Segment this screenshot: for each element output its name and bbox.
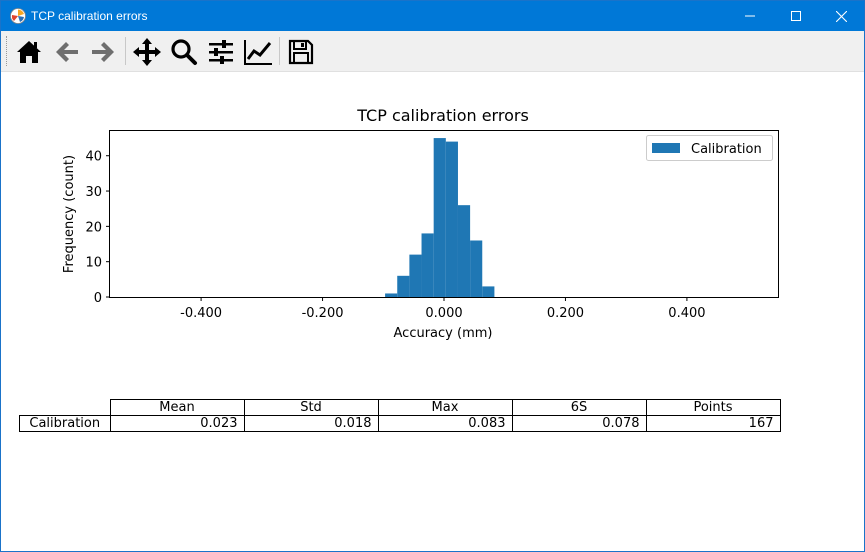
legend: Calibration bbox=[646, 135, 773, 161]
column-header: Mean bbox=[109, 399, 245, 416]
close-icon bbox=[835, 10, 847, 22]
column-header: Points bbox=[645, 399, 781, 416]
customize-icon bbox=[244, 40, 272, 65]
x-tick-label: 0.200 bbox=[547, 306, 584, 321]
histogram-bar bbox=[397, 275, 410, 297]
minimize-icon bbox=[745, 15, 755, 17]
std-cell: 0.018 bbox=[243, 415, 379, 432]
forward-button[interactable] bbox=[87, 36, 119, 68]
subplots-icon bbox=[209, 40, 233, 64]
x-tick-label: -0.200 bbox=[302, 306, 344, 321]
x-tick-label: 0.000 bbox=[425, 306, 462, 321]
subplots-button[interactable] bbox=[205, 36, 237, 68]
title-bar[interactable]: TCP calibration errors bbox=[1, 1, 864, 31]
y-tick-label: 30 bbox=[85, 185, 102, 200]
x-tick-label: -0.400 bbox=[180, 306, 222, 321]
column-header: Max bbox=[377, 399, 513, 416]
y-tick-label: 20 bbox=[85, 220, 102, 235]
max-cell: 0.083 bbox=[377, 415, 513, 432]
histogram-bar bbox=[457, 205, 471, 297]
histogram-bar bbox=[433, 138, 446, 297]
column-header: Std bbox=[243, 399, 379, 416]
legend-entry-calibration: Calibration bbox=[691, 142, 762, 157]
y-tick-label: 40 bbox=[85, 150, 102, 165]
column-header: 6S bbox=[511, 399, 647, 416]
x-tick-label: 0.400 bbox=[668, 306, 705, 321]
back-button[interactable] bbox=[51, 36, 83, 68]
pan-button[interactable] bbox=[131, 36, 163, 68]
histogram-chart[interactable]: TCP calibration errors -0.400 -0.200 0.000… bbox=[1, 72, 864, 392]
y-tick-label: 0 bbox=[94, 291, 102, 306]
save-button[interactable] bbox=[285, 36, 317, 68]
histogram-bar bbox=[409, 254, 422, 297]
pan-icon bbox=[133, 38, 161, 66]
zoom-icon bbox=[171, 39, 197, 65]
window-title: TCP calibration errors bbox=[31, 9, 148, 23]
histogram-bar bbox=[421, 233, 434, 297]
statistics-table: Mean Std Max 6S Points Calibration 0.023… bbox=[19, 399, 781, 432]
legend-frame bbox=[646, 135, 773, 161]
toolbar-separator bbox=[125, 37, 126, 65]
y-axis-label: Frequency (count) bbox=[62, 155, 77, 273]
histogram-bar bbox=[482, 286, 495, 297]
mean-cell: 0.023 bbox=[109, 415, 245, 432]
minimize-button[interactable] bbox=[727, 1, 773, 31]
figure-canvas[interactable]: TCP calibration errors -0.400 -0.200 0.000… bbox=[1, 72, 864, 551]
histogram-bar bbox=[385, 293, 398, 297]
table-header-row: Mean Std Max 6S Points bbox=[20, 399, 781, 416]
row-label: Calibration bbox=[19, 415, 111, 432]
matplotlib-icon bbox=[10, 8, 26, 24]
forward-arrow-icon bbox=[92, 42, 114, 62]
home-button[interactable] bbox=[13, 36, 45, 68]
toolbar-grip[interactable] bbox=[6, 36, 9, 66]
x-axis-label: Accuracy (mm) bbox=[394, 326, 493, 341]
y-tick-label: 10 bbox=[85, 256, 102, 271]
zoom-button[interactable] bbox=[168, 36, 200, 68]
save-icon bbox=[288, 39, 314, 65]
points-cell: 167 bbox=[645, 415, 781, 432]
customize-button[interactable] bbox=[242, 36, 274, 68]
histogram-bar bbox=[470, 240, 483, 297]
six-sigma-cell: 0.078 bbox=[511, 415, 647, 432]
legend-swatch bbox=[652, 143, 680, 153]
table-row: Calibration 0.023 0.018 0.083 0.078 167 bbox=[19, 415, 781, 432]
home-icon bbox=[17, 41, 41, 63]
toolbar-separator bbox=[279, 37, 280, 65]
maximize-icon bbox=[791, 11, 801, 21]
back-arrow-icon bbox=[56, 42, 78, 62]
close-button[interactable] bbox=[818, 1, 864, 31]
chart-title: TCP calibration errors bbox=[356, 106, 529, 125]
table-corner-cell bbox=[20, 400, 111, 416]
maximize-button[interactable] bbox=[773, 1, 819, 31]
navigation-toolbar bbox=[1, 31, 864, 72]
histogram-bar bbox=[445, 141, 458, 297]
